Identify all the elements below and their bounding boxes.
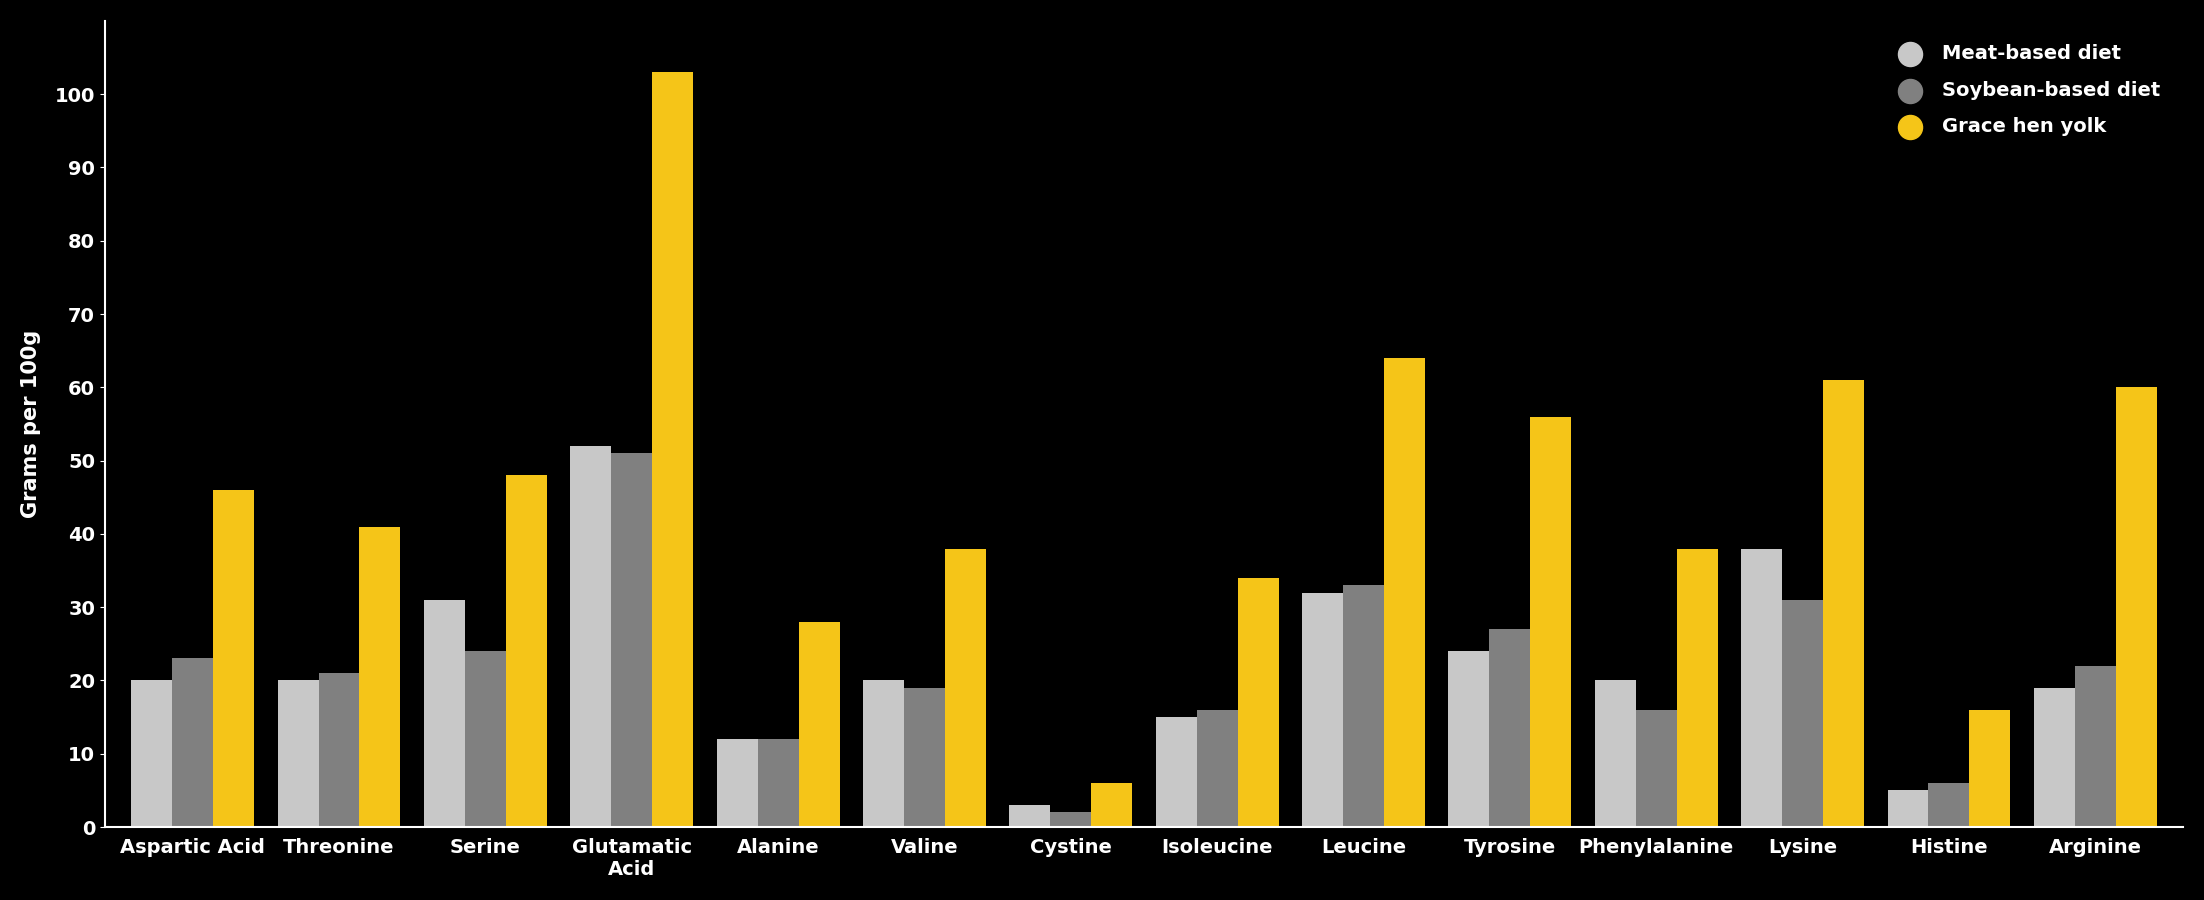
Bar <box>1970 710 2010 827</box>
Y-axis label: Grams per 100g: Grams per 100g <box>20 329 42 518</box>
Legend: Meat-based diet, Soybean-based diet, Grace hen yolk: Meat-based diet, Soybean-based diet, Gra… <box>1882 36 2167 144</box>
Bar <box>1887 790 1928 827</box>
Bar <box>278 680 320 827</box>
Bar <box>1783 599 1823 827</box>
Bar <box>571 446 611 827</box>
Bar <box>132 680 172 827</box>
Bar <box>2074 666 2116 827</box>
Bar <box>465 652 507 827</box>
Bar <box>1303 592 1342 827</box>
Bar <box>1239 578 1278 827</box>
Bar <box>1490 629 1530 827</box>
Bar <box>652 72 694 827</box>
Bar <box>1928 783 1970 827</box>
Bar <box>2116 387 2158 827</box>
Bar <box>1342 585 1384 827</box>
Bar <box>359 526 401 827</box>
Bar <box>214 490 253 827</box>
Bar <box>320 673 359 827</box>
Bar <box>1448 652 1490 827</box>
Bar <box>946 548 985 827</box>
Bar <box>1091 783 1133 827</box>
Bar <box>507 475 547 827</box>
Bar <box>1635 710 1677 827</box>
Bar <box>1384 358 1426 827</box>
Bar <box>1155 717 1197 827</box>
Bar <box>1009 806 1051 827</box>
Bar <box>1677 548 1717 827</box>
Bar <box>716 739 758 827</box>
Bar <box>904 688 946 827</box>
Bar <box>1530 417 1571 827</box>
Bar <box>798 622 840 827</box>
Bar <box>611 454 652 827</box>
Bar <box>758 739 798 827</box>
Bar <box>1197 710 1239 827</box>
Bar <box>1051 813 1091 827</box>
Bar <box>2034 688 2074 827</box>
Bar <box>423 599 465 827</box>
Bar <box>172 659 214 827</box>
Bar <box>864 680 904 827</box>
Bar <box>1596 680 1635 827</box>
Bar <box>1741 548 1783 827</box>
Bar <box>1823 380 1865 827</box>
